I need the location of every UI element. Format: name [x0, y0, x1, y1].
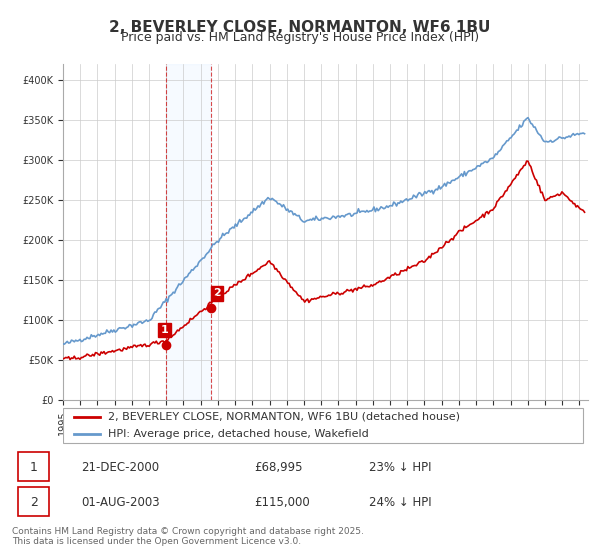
- Text: £115,000: £115,000: [254, 496, 310, 508]
- Text: 21-DEC-2000: 21-DEC-2000: [81, 461, 159, 474]
- Bar: [18, 487, 49, 516]
- Text: 2: 2: [213, 288, 221, 298]
- FancyBboxPatch shape: [63, 408, 583, 444]
- Text: Contains HM Land Registry data © Crown copyright and database right 2025.
This d: Contains HM Land Registry data © Crown c…: [12, 526, 364, 546]
- Text: 01-AUG-2003: 01-AUG-2003: [81, 496, 160, 508]
- Text: 2, BEVERLEY CLOSE, NORMANTON, WF6 1BU (detached house): 2, BEVERLEY CLOSE, NORMANTON, WF6 1BU (d…: [107, 412, 460, 422]
- Text: 23% ↓ HPI: 23% ↓ HPI: [369, 461, 431, 474]
- Text: 1: 1: [29, 461, 38, 474]
- Text: 2: 2: [29, 496, 38, 508]
- Text: £68,995: £68,995: [254, 461, 302, 474]
- Text: 2, BEVERLEY CLOSE, NORMANTON, WF6 1BU: 2, BEVERLEY CLOSE, NORMANTON, WF6 1BU: [109, 20, 491, 35]
- Text: 24% ↓ HPI: 24% ↓ HPI: [369, 496, 432, 508]
- Bar: [166, 64, 211, 400]
- Text: HPI: Average price, detached house, Wakefield: HPI: Average price, detached house, Wake…: [107, 429, 368, 439]
- Text: 1: 1: [161, 325, 169, 335]
- Bar: [18, 452, 49, 481]
- Text: Price paid vs. HM Land Registry's House Price Index (HPI): Price paid vs. HM Land Registry's House …: [121, 31, 479, 44]
